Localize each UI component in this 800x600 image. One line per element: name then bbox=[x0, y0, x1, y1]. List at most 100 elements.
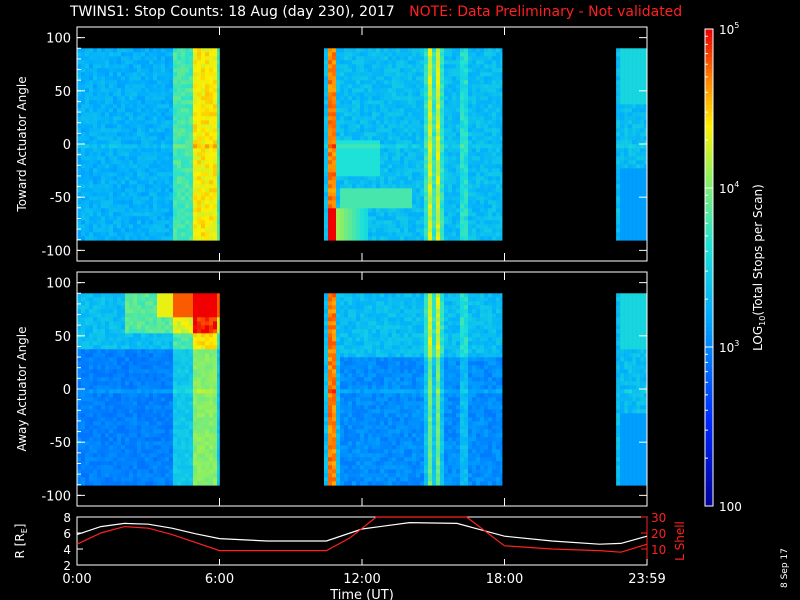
spectrogram-cell bbox=[356, 184, 361, 189]
spectrogram-cell bbox=[456, 164, 461, 169]
spectrogram-cell bbox=[85, 329, 90, 334]
spectrogram-cell bbox=[169, 132, 174, 137]
spectrogram-cell bbox=[85, 465, 90, 470]
spectrogram-cell bbox=[432, 192, 437, 197]
spectrogram-cell bbox=[197, 84, 202, 89]
spectrogram-cell bbox=[332, 56, 337, 61]
spectrogram-cell bbox=[444, 236, 449, 241]
spectrogram-cell bbox=[85, 196, 90, 201]
spectrogram-cell bbox=[177, 76, 182, 81]
spectrogram-cell bbox=[616, 112, 621, 117]
spectrogram-cell bbox=[368, 64, 373, 69]
spectrogram-cell bbox=[165, 164, 170, 169]
spectrogram-cell bbox=[185, 88, 190, 93]
spectrogram-cell bbox=[145, 88, 150, 93]
spectrogram-cell bbox=[101, 116, 106, 121]
spectrogram-cell bbox=[177, 232, 182, 237]
spectrogram-cell bbox=[400, 228, 405, 233]
spectrogram-cell bbox=[89, 429, 94, 434]
spectrogram-cell bbox=[452, 120, 457, 125]
spectrogram-cell bbox=[376, 236, 381, 241]
spectrogram-cell bbox=[352, 96, 357, 101]
spectrogram-cell bbox=[428, 172, 433, 177]
spectrogram-cell bbox=[165, 64, 170, 69]
spectrogram-cell bbox=[157, 116, 162, 121]
spectrogram-cell bbox=[85, 345, 90, 350]
spectrogram-cell bbox=[412, 188, 417, 193]
spectrogram-cell bbox=[109, 232, 114, 237]
spectrogram-cell bbox=[121, 433, 126, 438]
spectrogram-cell bbox=[201, 160, 206, 165]
spectrogram-cell bbox=[117, 349, 122, 354]
spectrogram-cell bbox=[101, 192, 106, 197]
spectrogram-cell bbox=[440, 76, 445, 81]
spectrogram-cell bbox=[352, 60, 357, 65]
spectrogram-cell bbox=[113, 465, 118, 470]
spectrogram-cell bbox=[364, 68, 369, 73]
spectrogram-cell bbox=[85, 124, 90, 129]
spectrogram-cell bbox=[97, 473, 102, 478]
spectrogram-cell bbox=[149, 112, 154, 117]
spectrogram-cell bbox=[89, 333, 94, 338]
spectrogram-cell bbox=[209, 232, 214, 237]
spectrogram-cell bbox=[444, 148, 449, 153]
spectrogram-cell bbox=[125, 393, 130, 398]
spectrogram-cell bbox=[348, 52, 353, 57]
spectrogram-cell bbox=[324, 136, 329, 141]
spectrogram-cell bbox=[133, 104, 138, 109]
spectrogram-cell bbox=[480, 96, 485, 101]
spectrogram-cell bbox=[644, 68, 648, 73]
spectrogram-cell bbox=[364, 232, 369, 237]
spectrogram-cell bbox=[121, 481, 126, 486]
spectrogram-cell bbox=[404, 164, 409, 169]
spectrogram-cell bbox=[368, 164, 373, 169]
spectrogram-cell bbox=[436, 236, 441, 241]
spectrogram-cell bbox=[81, 180, 86, 185]
spectrogram-cell bbox=[404, 204, 409, 209]
spectrogram-cell bbox=[97, 405, 102, 410]
spectrogram-cell bbox=[93, 100, 98, 105]
spectrogram-cell bbox=[336, 52, 341, 57]
spectrogram-cell bbox=[181, 116, 186, 121]
spectrogram-cell bbox=[492, 200, 497, 205]
spectrogram-cell bbox=[113, 405, 118, 410]
spectrogram-cell bbox=[448, 116, 453, 121]
spectrogram-cell bbox=[85, 148, 90, 153]
spectrogram-cell bbox=[392, 80, 397, 85]
spectrogram-cell bbox=[360, 80, 365, 85]
spectrogram-cell bbox=[348, 80, 353, 85]
spectrogram-cell bbox=[117, 188, 122, 193]
spectrogram-cell bbox=[344, 68, 349, 73]
spectrogram-cell bbox=[97, 377, 102, 382]
spectrogram-cell bbox=[628, 204, 633, 209]
spectrogram-cell bbox=[137, 228, 142, 233]
spectrogram-cell bbox=[488, 236, 493, 241]
spectrogram-cell bbox=[336, 224, 341, 229]
spectrogram-cell bbox=[332, 64, 337, 69]
spectrogram-cell bbox=[85, 100, 90, 105]
spectrogram-cell bbox=[205, 116, 210, 121]
spectrogram-cell bbox=[81, 104, 86, 109]
spectrogram-cell bbox=[620, 152, 625, 157]
spectrogram-cell bbox=[400, 52, 405, 57]
spectrogram-cell bbox=[452, 216, 457, 221]
spectrogram-cell bbox=[125, 156, 130, 161]
spectrogram-cell bbox=[336, 164, 341, 169]
spectrogram-cell bbox=[105, 180, 110, 185]
spectrogram-cell bbox=[352, 88, 357, 93]
spectrogram-cell bbox=[492, 144, 497, 149]
spectrogram-cell bbox=[340, 180, 345, 185]
spectrogram-cell bbox=[448, 232, 453, 237]
spectrogram-cell bbox=[464, 132, 469, 137]
spectrogram-cell bbox=[416, 100, 421, 105]
spectrogram-cell bbox=[197, 140, 202, 145]
spectrogram-cell bbox=[432, 208, 437, 213]
spectrogram-cell bbox=[153, 52, 158, 57]
spectrogram-cell bbox=[500, 48, 503, 53]
spectrogram-cell bbox=[185, 160, 190, 165]
spectrogram-cell bbox=[364, 104, 369, 109]
spectrogram-cell bbox=[157, 148, 162, 153]
spectrogram-cell bbox=[376, 108, 381, 113]
spectrogram-cell bbox=[644, 100, 648, 105]
spectrogram-cell bbox=[368, 56, 373, 61]
